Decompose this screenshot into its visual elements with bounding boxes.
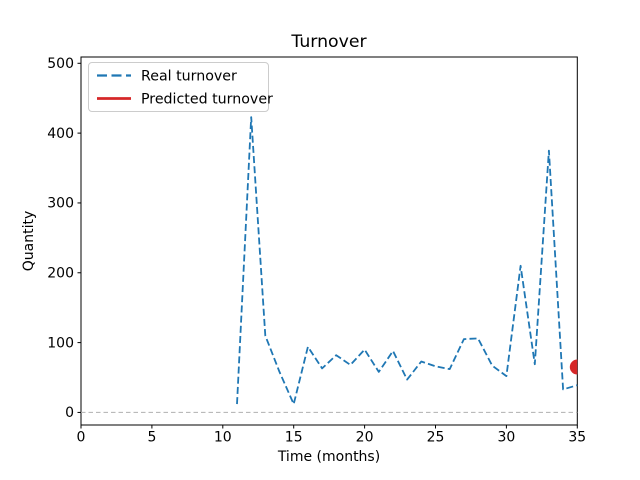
x-tick-label: 10: [214, 430, 232, 446]
x-tick-label: 15: [285, 430, 303, 446]
x-axis-ticks: 0 5 10 15 20 25 30 35: [77, 425, 586, 446]
x-tick-label: 20: [356, 430, 374, 446]
x-tick-label: 5: [147, 430, 156, 446]
chart-title: Turnover: [290, 32, 367, 52]
legend-box: [88, 62, 269, 112]
y-tick-label: 100: [47, 335, 74, 351]
x-tick-label: 25: [427, 430, 445, 446]
y-tick-label: 500: [47, 56, 74, 72]
series-predicted-turnover-point: [569, 359, 578, 375]
y-axis-ticks: 0 100 200 300 400 500: [47, 56, 81, 421]
legend-label-predicted-turnover: Predicted turnover: [141, 92, 273, 108]
y-tick-label: 200: [47, 265, 74, 281]
y-tick-label: 300: [47, 196, 74, 212]
axes-frame: [80, 56, 578, 426]
legend-label-real-turnover: Real turnover: [141, 69, 237, 85]
legend: Real turnover Predicted turnover: [88, 62, 273, 112]
x-axis-label: Time (months): [277, 449, 380, 465]
x-tick-label: 35: [568, 430, 586, 446]
y-tick-label: 400: [47, 126, 74, 142]
x-tick-label: 0: [77, 430, 86, 446]
x-tick-label: 30: [497, 430, 515, 446]
y-axis-label: Quantity: [21, 211, 37, 272]
y-tick-label: 0: [65, 405, 74, 421]
series-real-turnover-line: [236, 116, 578, 405]
